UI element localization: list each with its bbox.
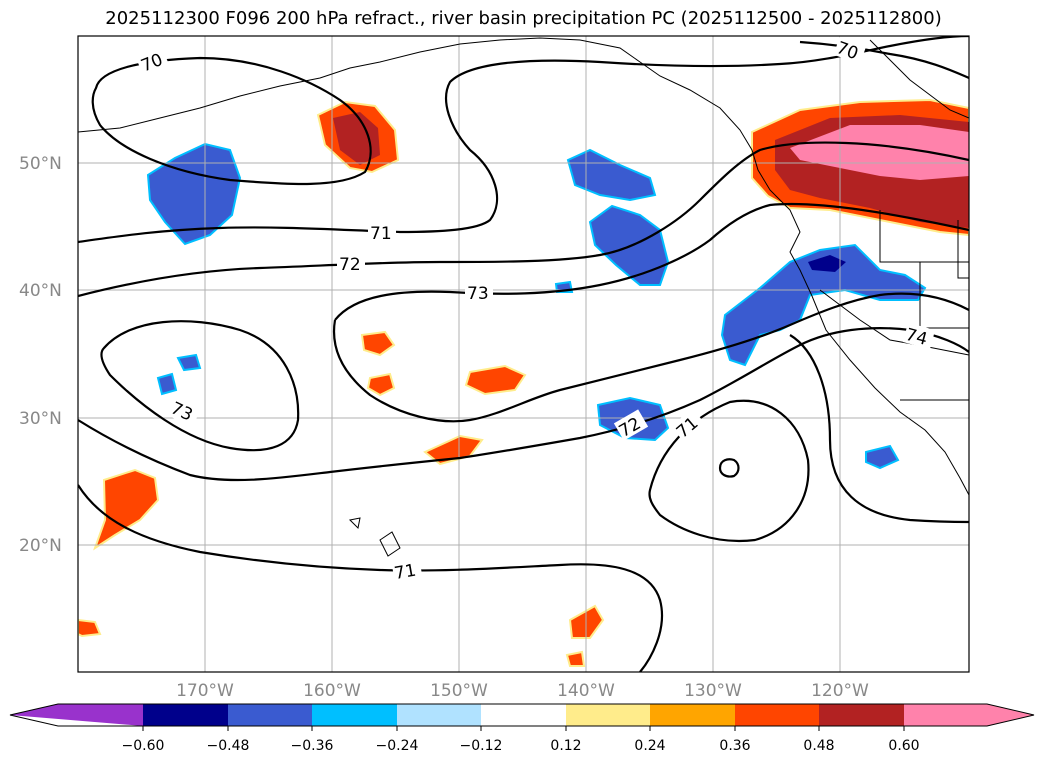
colorbar-tick-label: −0.48 (207, 738, 250, 754)
contour-73 (334, 202, 969, 321)
positive-anomaly-region (565, 650, 586, 667)
negative-anomaly-peak (808, 255, 846, 272)
contour-72-lower (78, 327, 969, 482)
latitude-label: 50°N (19, 154, 62, 174)
colorbar-tick-label: −0.12 (460, 738, 503, 754)
latitude-label: 20°N (19, 536, 62, 556)
colorbar-segment (819, 704, 904, 726)
map-frame (77, 35, 970, 673)
contour-label-group: 70 70 71 72 73 73 72 71 71 74 (135, 36, 936, 584)
longitude-label: 120°W (811, 681, 869, 701)
colorbar: −0.60 −0.48 −0.36 −0.24 −0.12 0.12 0.24 … (9, 703, 1035, 754)
contour-73-loop (100, 320, 300, 452)
colorbar-segment (650, 704, 735, 726)
contour-72 (78, 141, 969, 298)
contour-label: 72 (339, 255, 361, 275)
colorbar-high-extension (904, 704, 1034, 726)
colorbar-tick-label: 0.36 (719, 738, 750, 754)
contour-small-loop (718, 458, 740, 478)
refractivity-contours (78, 36, 969, 672)
colorbar-tick-label: 0.12 (550, 738, 581, 754)
precip-anomaly-fill (78, 98, 969, 667)
longitude-label: 170°W (176, 681, 234, 701)
colorbar-segment (143, 704, 228, 726)
colorbar-tick-label: 0.60 (888, 738, 919, 754)
colorbar-tick-label: −0.60 (122, 738, 165, 754)
contour-label: 71 (393, 561, 418, 584)
colorbar-segment (566, 704, 650, 726)
negative-anomaly-region (720, 243, 927, 367)
colorbar-tick-label: 0.48 (803, 738, 834, 754)
colorbar-segment (312, 704, 397, 726)
colorbar-tick-label: 0.24 (634, 738, 665, 754)
longitude-label: 150°W (430, 681, 488, 701)
colorbar-segment (397, 704, 481, 726)
contour-71-loop (648, 399, 810, 542)
contour-71-east (789, 334, 969, 524)
positive-anomaly-core (333, 112, 380, 165)
contour-73-lower (332, 292, 969, 423)
colorbar-tick-label: −0.36 (291, 738, 334, 754)
contour-label: 71 (370, 224, 392, 244)
latitude-label: 30°N (19, 409, 62, 429)
colorbar-segment (735, 704, 819, 726)
positive-anomaly-region (464, 364, 527, 396)
contour-71 (78, 36, 969, 244)
positive-anomaly-region (423, 434, 484, 466)
negative-anomaly-region (146, 142, 242, 246)
positive-anomaly-region (360, 330, 396, 357)
colorbar-ticks (142, 726, 905, 731)
positive-anomaly-region (78, 618, 102, 638)
colorbar-segment (481, 704, 566, 726)
negative-anomaly-region (176, 353, 202, 372)
contour-label: 73 (467, 284, 489, 304)
longitude-label: 130°W (684, 681, 742, 701)
colorbar-outline (9, 703, 1035, 727)
contour-70-east (799, 40, 969, 80)
latitude-label: 40°N (19, 281, 62, 301)
positive-anomaly-region (366, 372, 396, 397)
positive-anomaly-region (93, 468, 160, 551)
map-title: 2025112300 F096 200 hPa refract., river … (105, 8, 942, 29)
contour-70-west (91, 56, 372, 186)
longitude-axis: 170°W 160°W 150°W 140°W 130°W 120°W (176, 681, 869, 701)
negative-anomaly-region (156, 372, 178, 396)
contour-71-lower (78, 484, 664, 672)
negative-anomaly-region (865, 444, 900, 470)
colorbar-segment (228, 704, 312, 726)
longitude-label: 160°W (303, 681, 361, 701)
colorbar-low-extension (10, 704, 143, 726)
colorbar-tick-label: −0.24 (376, 738, 419, 754)
positive-anomaly-peak (790, 125, 969, 180)
latitude-axis: 50°N 40°N 30°N 20°N (19, 154, 62, 556)
longitude-label: 140°W (557, 681, 615, 701)
